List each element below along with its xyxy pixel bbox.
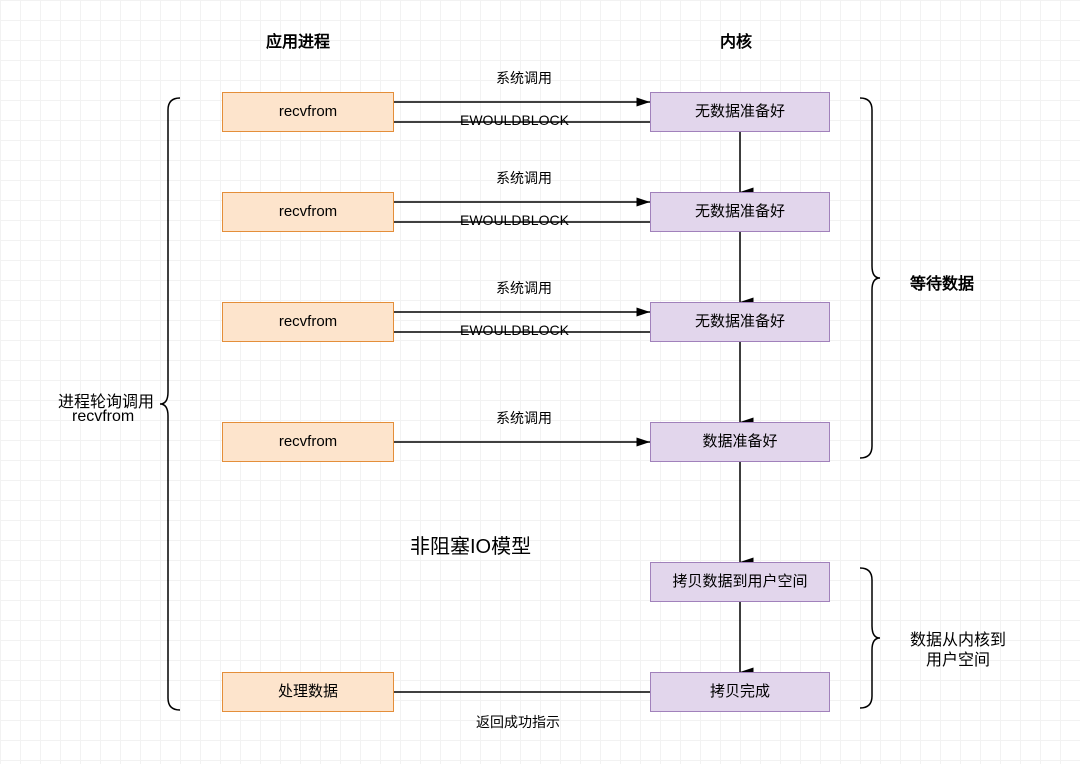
node-k3: 无数据准备好 — [650, 302, 830, 342]
arrow-label-6: 系统调用 — [496, 408, 552, 428]
node-r4: recvfrom — [222, 422, 394, 462]
left-brace — [160, 98, 180, 710]
right-brace-1-label: 等待数据 — [910, 270, 974, 294]
header-app: 应用进程 — [266, 28, 330, 52]
right-brace-1 — [860, 98, 880, 458]
node-r3: recvfrom — [222, 302, 394, 342]
node-r2: recvfrom — [222, 192, 394, 232]
node-k6: 拷贝完成 — [650, 672, 830, 712]
node-k1: 无数据准备好 — [650, 92, 830, 132]
header-kernel: 内核 — [720, 28, 752, 52]
arrow-label-3: EWOULDBLOCK — [460, 212, 569, 228]
arrow-label-4: 系统调用 — [496, 278, 552, 298]
right-brace-2-label-2: 用户空间 — [926, 646, 990, 670]
diagram-title: 非阻塞IO模型 — [410, 530, 531, 559]
arrow-label-5: EWOULDBLOCK — [460, 322, 569, 338]
node-k5: 拷贝数据到用户空间 — [650, 562, 830, 602]
arrow-label-0: 系统调用 — [496, 68, 552, 88]
arrow-label-2: 系统调用 — [496, 168, 552, 188]
node-r1: recvfrom — [222, 92, 394, 132]
node-k4: 数据准备好 — [650, 422, 830, 462]
arrow-label-1: EWOULDBLOCK — [460, 112, 569, 128]
arrow-label-7: 返回成功指示 — [476, 712, 560, 732]
node-k2: 无数据准备好 — [650, 192, 830, 232]
left-brace-label-2: recvfrom — [72, 408, 134, 426]
right-brace-2 — [860, 568, 880, 708]
node-p: 处理数据 — [222, 672, 394, 712]
